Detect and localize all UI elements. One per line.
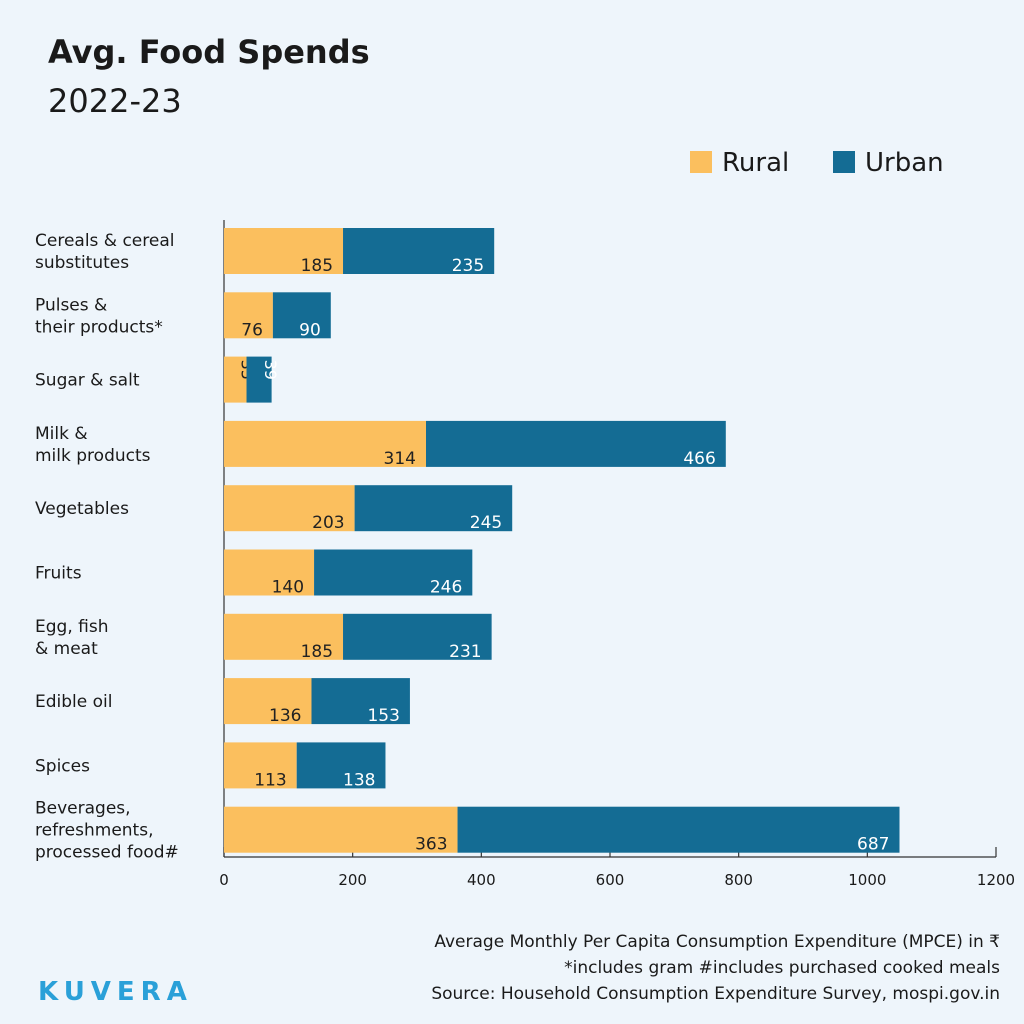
bar-segment — [224, 678, 312, 725]
category-label-line: processed food# — [35, 843, 179, 863]
category-label-line: substitutes — [35, 253, 129, 273]
bar-segment — [311, 678, 410, 725]
chart-subtitle: 2022-23 — [48, 82, 182, 120]
value-label: 246 — [430, 578, 462, 598]
bar-segment — [296, 742, 386, 789]
legend-swatch — [690, 151, 712, 173]
value-label: 113 — [254, 770, 286, 790]
category-label-line: Milk & — [35, 424, 88, 444]
category-label: Egg, fish & meat — [35, 617, 108, 659]
brand-logo: KUVERA — [38, 977, 193, 1007]
value-label: 466 — [683, 449, 715, 469]
footnote: *includes gram #includes purchased cooke… — [564, 958, 1000, 978]
bar-segment — [343, 613, 492, 660]
category-label-line: Sugar & salt — [35, 371, 140, 391]
bar-segment — [343, 228, 495, 274]
bar-segment — [224, 549, 315, 596]
bar-segment — [224, 420, 427, 467]
value-label: 76 — [241, 320, 263, 340]
category-label-line: milk products — [35, 446, 151, 466]
chart-title: Avg. Food Spends — [48, 33, 370, 71]
category-label-line: Edible oil — [35, 692, 112, 712]
value-label: 687 — [857, 835, 889, 855]
value-label: 138 — [343, 770, 375, 790]
bar-segment — [224, 742, 297, 789]
x-tick-label: 0 — [219, 871, 229, 889]
category-label-line: Spices — [35, 756, 90, 776]
category-label: Cereals & cereal substitutes — [35, 231, 175, 273]
value-label: 136 — [269, 706, 301, 726]
bar-segment — [246, 356, 272, 403]
x-tick-label: 200 — [338, 871, 367, 889]
category-label-line: Pulses & — [35, 295, 107, 315]
bar-segment — [457, 806, 900, 853]
bar-segment — [224, 292, 273, 339]
category-label: Spices — [35, 756, 90, 776]
category-label: Edible oil — [35, 692, 112, 712]
bar-segment — [224, 613, 344, 660]
bar-segment — [272, 292, 331, 339]
category-label: Vegetables — [35, 499, 129, 519]
legend-swatch — [833, 151, 855, 173]
bar-segment — [224, 806, 458, 853]
category-label: Beverages, refreshments, processed food# — [35, 799, 179, 863]
footnote: Source: Household Consumption Expenditur… — [431, 984, 1000, 1004]
bar-segment — [224, 485, 355, 532]
bar-segment — [426, 420, 726, 467]
category-label: Fruits — [35, 564, 82, 584]
x-tick-label: 1200 — [977, 871, 1015, 889]
value-label: 39 — [261, 360, 280, 380]
category-label-line: Vegetables — [35, 499, 129, 519]
category-label-line: refreshments, — [35, 821, 154, 841]
x-tick-label: 600 — [596, 871, 625, 889]
bar-segment — [224, 356, 247, 403]
value-label: 153 — [367, 706, 399, 726]
value-label: 363 — [415, 835, 447, 855]
value-label: 203 — [312, 513, 344, 533]
category-label-line: their products* — [35, 317, 163, 337]
value-label: 245 — [470, 513, 502, 533]
x-tick-label: 400 — [467, 871, 496, 889]
value-label: 185 — [301, 256, 333, 276]
value-label: 185 — [301, 642, 333, 662]
category-label: Milk & milk products — [35, 424, 151, 466]
value-label: 140 — [272, 578, 304, 598]
bar-segment — [314, 549, 473, 596]
category-label-line: Fruits — [35, 564, 82, 584]
value-label: 314 — [384, 449, 416, 469]
x-tick-label: 800 — [724, 871, 753, 889]
value-label: 235 — [452, 256, 484, 276]
bar-segment — [354, 485, 513, 532]
x-tick-label: 1000 — [848, 871, 886, 889]
category-label-line: Cereals & cereal — [35, 231, 175, 251]
category-label: Pulses & their products* — [35, 295, 163, 337]
category-label-line: Beverages, — [35, 799, 131, 819]
value-label: 231 — [449, 642, 481, 662]
value-label: 90 — [299, 320, 321, 340]
bar-segment — [224, 228, 344, 274]
category-label: Sugar & salt — [35, 371, 140, 391]
legend-label: Rural — [722, 148, 789, 178]
category-label-line: Egg, fish — [35, 617, 108, 637]
footnote: Average Monthly Per Capita Consumption E… — [434, 932, 1000, 952]
category-label-line: & meat — [35, 639, 98, 659]
legend-label: Urban — [865, 148, 944, 178]
